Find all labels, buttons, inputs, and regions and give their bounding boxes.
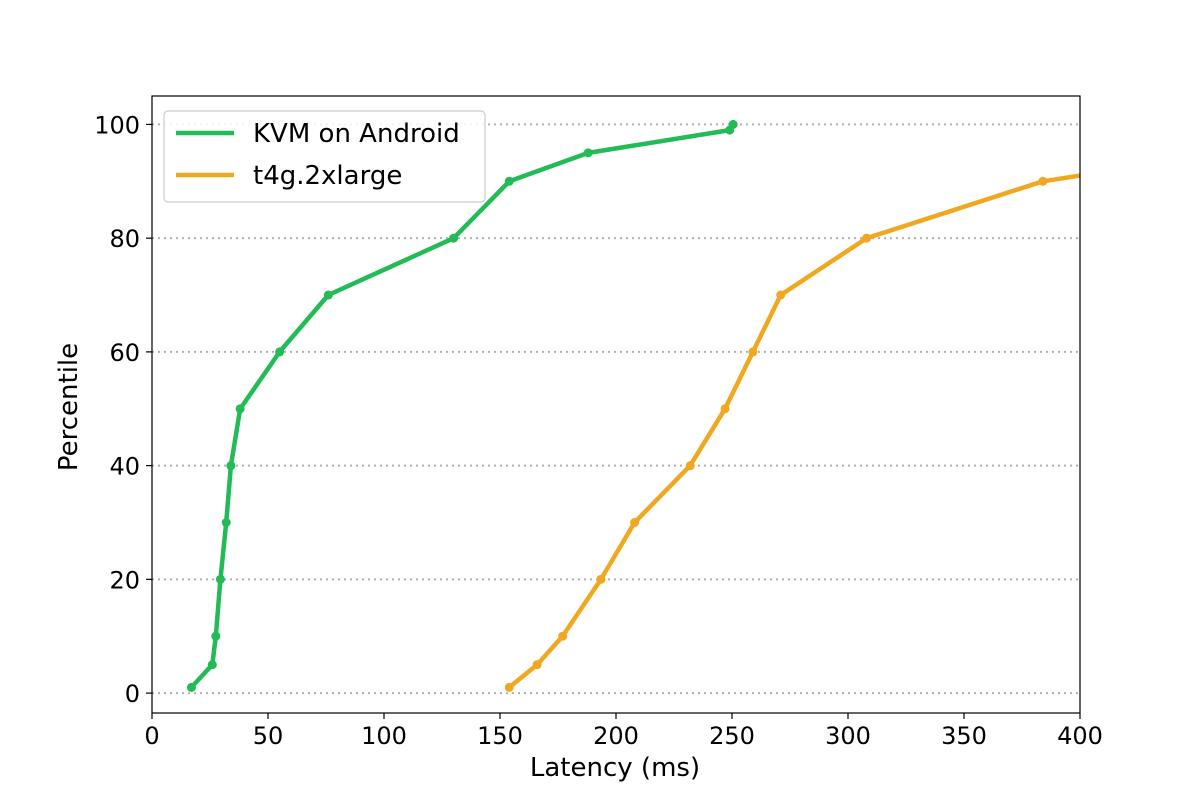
data-point-kvm-on-android-3 bbox=[215, 574, 225, 584]
x-axis-label: Latency (ms) bbox=[530, 753, 700, 783]
data-point-kvm-on-android-11 bbox=[583, 148, 593, 158]
x-tick-label-100: 100 bbox=[361, 722, 407, 750]
data-point-kvm-on-android-9 bbox=[449, 233, 459, 243]
x-tick-label-300: 300 bbox=[825, 722, 871, 750]
data-point-t4g-2xlarge-6 bbox=[720, 404, 730, 414]
data-point-t4g-2xlarge-3 bbox=[596, 574, 606, 584]
data-point-kvm-on-android-0 bbox=[186, 682, 196, 692]
y-tick-label-20: 20 bbox=[109, 566, 140, 594]
data-point-kvm-on-android-10 bbox=[504, 176, 514, 186]
x-tick-label-50: 50 bbox=[253, 722, 284, 750]
data-point-kvm-on-android-7 bbox=[275, 347, 285, 357]
data-point-t4g-2xlarge-10 bbox=[1038, 176, 1048, 186]
y-axis-ticks: 0 20 40 60 80 100 bbox=[94, 111, 152, 708]
data-point-t4g-2xlarge-4 bbox=[630, 517, 640, 527]
series-kvm-on-android bbox=[186, 119, 738, 692]
x-tick-label-400: 400 bbox=[1057, 722, 1103, 750]
data-series bbox=[186, 119, 1080, 692]
data-point-kvm-on-android-1 bbox=[207, 660, 217, 670]
legend: KVM on Android t4g.2xlarge bbox=[163, 110, 486, 203]
series-line-t4g-2xlarge bbox=[507, 173, 1080, 690]
data-point-t4g-2xlarge-2 bbox=[558, 631, 568, 641]
data-point-t4g-2xlarge-0 bbox=[504, 682, 514, 692]
data-point-kvm-on-android-6 bbox=[235, 404, 245, 414]
legend-label-kvm-on-android: KVM on Android bbox=[253, 119, 460, 149]
x-tick-label-250: 250 bbox=[709, 722, 755, 750]
legend-box bbox=[163, 110, 486, 203]
x-tick-label-350: 350 bbox=[941, 722, 987, 750]
data-point-t4g-2xlarge-5 bbox=[685, 461, 695, 471]
x-tick-label-0: 0 bbox=[144, 722, 159, 750]
data-point-t4g-2xlarge-7 bbox=[748, 347, 758, 357]
data-point-kvm-on-android-4 bbox=[221, 517, 231, 527]
x-tick-label-200: 200 bbox=[593, 722, 639, 750]
data-point-t4g-2xlarge-8 bbox=[776, 290, 786, 300]
y-tick-label-100: 100 bbox=[94, 111, 140, 139]
data-point-t4g-2xlarge-9 bbox=[862, 233, 872, 243]
x-axis-ticks: 0 50 100 150 200 250 300 350 400 bbox=[144, 713, 1103, 750]
data-point-kvm-on-android-13 bbox=[728, 119, 738, 129]
y-tick-label-80: 80 bbox=[109, 225, 140, 253]
y-tick-label-60: 60 bbox=[109, 339, 140, 367]
y-tick-label-0: 0 bbox=[125, 680, 140, 708]
data-point-kvm-on-android-8 bbox=[323, 290, 333, 300]
data-point-kvm-on-android-2 bbox=[211, 631, 221, 641]
grid-lines bbox=[152, 123, 1080, 695]
data-point-kvm-on-android-5 bbox=[226, 461, 236, 471]
y-axis-label: Percentile bbox=[54, 343, 84, 471]
series-t4g-2xlarge bbox=[504, 173, 1080, 692]
data-point-t4g-2xlarge-1 bbox=[532, 660, 542, 670]
x-tick-label-150: 150 bbox=[477, 722, 523, 750]
y-tick-label-40: 40 bbox=[109, 453, 140, 481]
series-line-kvm-on-android bbox=[189, 122, 736, 690]
legend-label-t4g-2xlarge: t4g.2xlarge bbox=[253, 161, 402, 191]
